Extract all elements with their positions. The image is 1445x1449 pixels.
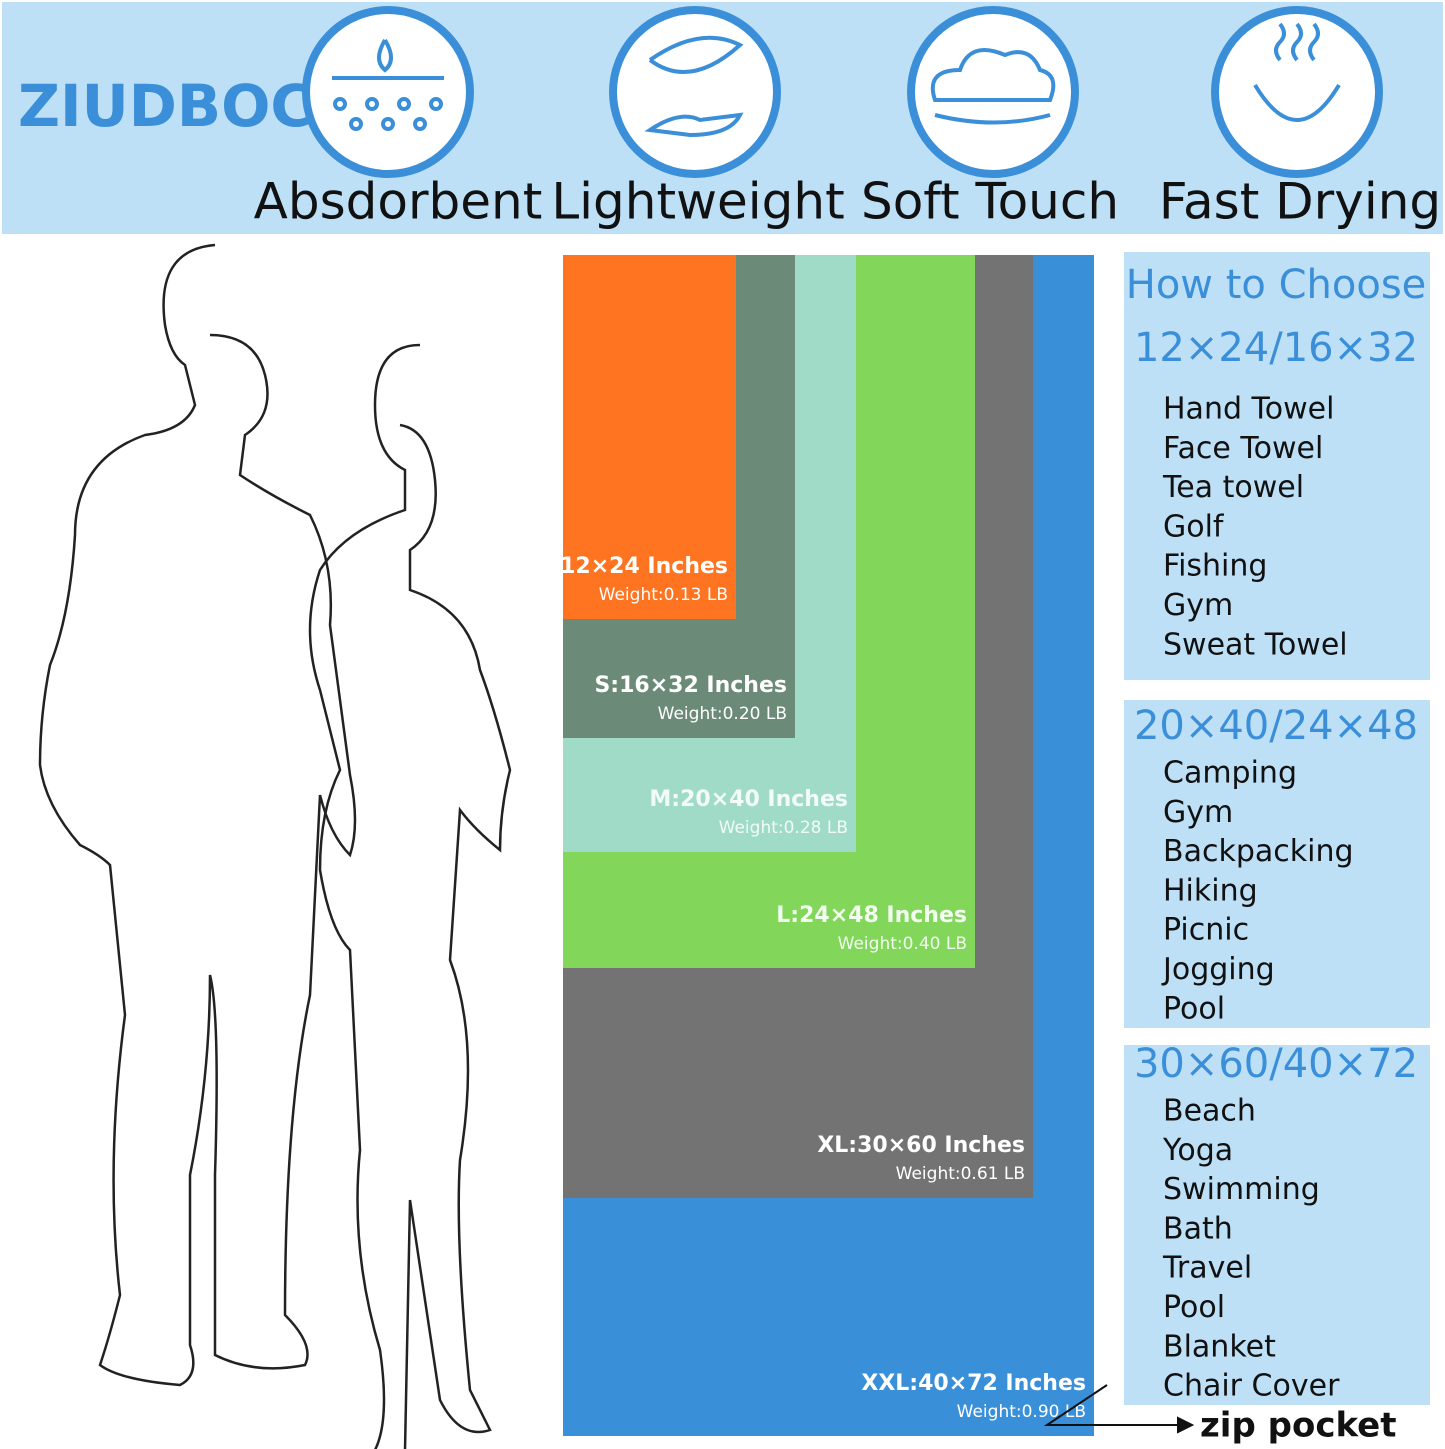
size-label: XL:30×60 Inches <box>817 1133 1025 1158</box>
use-item: Face Towel <box>1163 431 1323 466</box>
use-item: Chair Cover <box>1163 1369 1340 1404</box>
size-label: M:20×40 Inches <box>649 787 848 812</box>
size-weight: Weight:0.20 LB <box>658 704 787 724</box>
size-label: XXL:40×72 Inches <box>861 1371 1086 1396</box>
feature-label: Lightweight <box>551 173 844 231</box>
icon-glyphs <box>332 22 1341 138</box>
zip-pointer <box>1043 1384 1195 1434</box>
towel-size <box>563 255 736 619</box>
use-item: Yoga <box>1162 1133 1233 1168</box>
feature-label: Soft Touch <box>861 173 1119 231</box>
use-item: Pool <box>1163 1290 1225 1325</box>
use-item: Gym <box>1163 588 1233 623</box>
use-item: Sweat Towel <box>1163 627 1348 662</box>
use-item: Camping <box>1163 756 1297 791</box>
use-item: Picnic <box>1163 913 1249 948</box>
figures <box>38 243 512 1449</box>
feature-label: Fast Drying <box>1159 173 1441 231</box>
use-item: Blanket <box>1163 1329 1276 1364</box>
guide-panel <box>1124 700 1430 1028</box>
use-item: Tea towel <box>1162 470 1304 505</box>
use-item: Bath <box>1163 1211 1233 1246</box>
group-heading: 30×60/40×72 <box>1134 1041 1418 1087</box>
size-label: L:24×48 Inches <box>776 903 967 928</box>
size-weight: Weight:0.61 LB <box>896 1164 1025 1184</box>
guide-panel <box>1124 1045 1430 1405</box>
group-heading: 20×40/24×48 <box>1134 703 1418 749</box>
feature-label: Absdorbent <box>254 173 543 231</box>
use-item: Jogging <box>1161 952 1275 987</box>
size-weight: Weight:0.13 LB <box>599 585 728 605</box>
size-weight: Weight:0.28 LB <box>719 818 848 838</box>
size-weight: Weight:0.40 LB <box>838 934 967 954</box>
use-item: Golf <box>1163 509 1225 544</box>
size-label: S:16×32 Inches <box>594 673 787 698</box>
size-label: XS:12×24 Inches <box>519 554 729 579</box>
use-item: Swimming <box>1163 1172 1320 1207</box>
guide-panel <box>1124 252 1430 680</box>
use-item: Hand Towel <box>1163 392 1334 427</box>
annotation: zip pocket <box>1200 1406 1396 1446</box>
brand: ZIUDBOC <box>18 72 313 140</box>
use-item: Hiking <box>1163 873 1258 908</box>
size-weight: Weight:0.90 LB <box>957 1402 1086 1422</box>
use-item: Beach <box>1163 1094 1256 1129</box>
use-item: Fishing <box>1163 549 1267 584</box>
group-heading: 12×24/16×32 <box>1134 325 1418 371</box>
use-item: Gym <box>1163 795 1233 830</box>
use-item: Backpacking <box>1163 834 1354 869</box>
use-item: Travel <box>1162 1251 1252 1286</box>
guide-title: How to Choose <box>1126 262 1427 308</box>
use-item: Pool <box>1163 991 1225 1026</box>
feature-icons <box>302 6 1383 178</box>
